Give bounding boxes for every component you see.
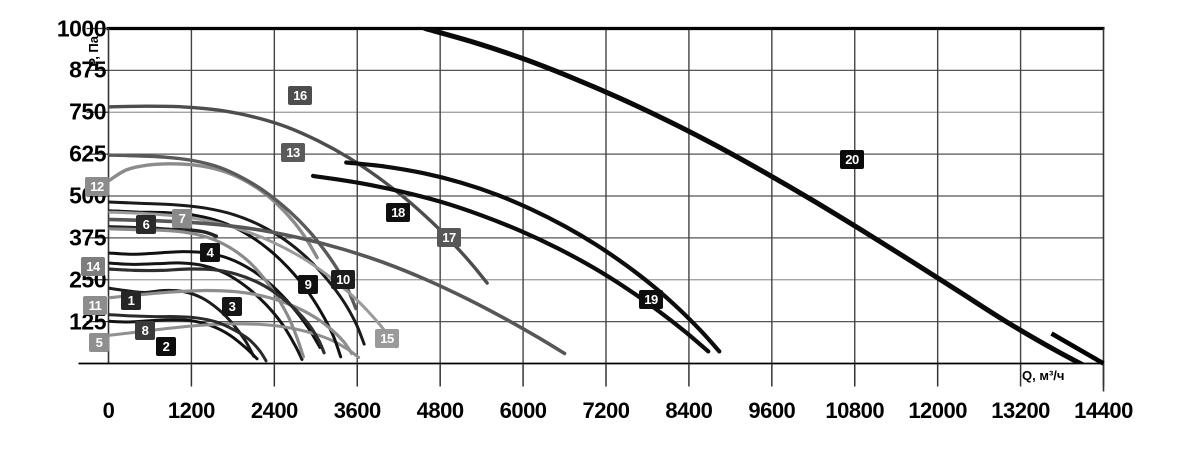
curve-callout-14: 14 bbox=[81, 257, 105, 276]
x-tick-label-2400: 2400 bbox=[250, 398, 298, 423]
curve-17 bbox=[108, 217, 567, 356]
y-tick-label-625: 625 bbox=[69, 140, 106, 167]
curve-callout-11: 11 bbox=[83, 296, 107, 315]
curve-callout-7: 7 bbox=[172, 209, 192, 228]
curve-callout-16: 16 bbox=[288, 86, 312, 105]
x-tick-label-3600: 3600 bbox=[333, 398, 381, 423]
curve-callout-20: 20 bbox=[840, 150, 864, 169]
curve-callout-17: 17 bbox=[437, 228, 461, 247]
x-tick-label-14400: 14400 bbox=[1074, 398, 1133, 423]
y-tick-label-125: 125 bbox=[69, 308, 106, 335]
curve-callout-13: 13 bbox=[281, 143, 305, 162]
y-tick-label-875: 875 bbox=[69, 56, 106, 83]
curve-19 bbox=[310, 173, 711, 354]
x-tick-label-12000: 12000 bbox=[908, 398, 967, 423]
curve-14 bbox=[108, 267, 326, 355]
curve-group bbox=[108, 28, 1086, 364]
curve-3 bbox=[108, 261, 304, 361]
curve-callout-3: 3 bbox=[222, 297, 242, 316]
x-tick-label-6000: 6000 bbox=[499, 398, 547, 423]
x-tick-marks bbox=[86, 27, 1105, 387]
curve-callout-10: 10 bbox=[331, 270, 355, 289]
curve-11 bbox=[108, 288, 354, 356]
curve-callout-1: 1 bbox=[121, 291, 141, 310]
x-tick-label-8400: 8400 bbox=[665, 398, 713, 423]
gridlines bbox=[108, 28, 1104, 364]
x-tick-label-13200: 13200 bbox=[991, 398, 1050, 423]
curve-18 bbox=[344, 160, 722, 354]
curve-callout-18: 18 bbox=[386, 203, 410, 222]
curve-7 bbox=[108, 227, 305, 359]
curve-callout-4: 4 bbox=[200, 243, 220, 262]
curve-callout-9: 9 bbox=[298, 275, 318, 294]
curve-callout-8: 8 bbox=[135, 321, 155, 340]
x-tick-label-0: 0 bbox=[102, 398, 115, 423]
x-tick-label-7200: 7200 bbox=[582, 398, 630, 423]
y-tick-label-1000: 1000 bbox=[56, 15, 107, 41]
curve-callout-15: 15 bbox=[375, 329, 399, 348]
curve-5 bbox=[108, 322, 361, 359]
curve-callout-12: 12 bbox=[85, 177, 109, 196]
x-tick-label-10800: 10800 bbox=[825, 398, 885, 423]
curve-20 bbox=[422, 28, 1086, 364]
curve-callout-6: 6 bbox=[136, 215, 156, 234]
x-tick-label-9600: 9600 bbox=[748, 398, 796, 423]
x-axis-arrow bbox=[1050, 331, 1105, 366]
y-tick-label-375: 375 bbox=[69, 224, 106, 251]
y-tick-label-750: 750 bbox=[69, 98, 106, 125]
curve-8 bbox=[108, 313, 268, 363]
curve-callout-19: 19 bbox=[639, 290, 663, 309]
curve-12 bbox=[108, 162, 319, 260]
curve-9 bbox=[108, 209, 343, 359]
x-tick-label-1200: 1200 bbox=[167, 398, 215, 423]
curve-callout-5: 5 bbox=[89, 333, 109, 352]
curve-callout-2: 2 bbox=[156, 337, 176, 356]
x-tick-label-4800: 4800 bbox=[416, 398, 464, 423]
x-axis-label: Q, м³/ч bbox=[1022, 368, 1065, 383]
